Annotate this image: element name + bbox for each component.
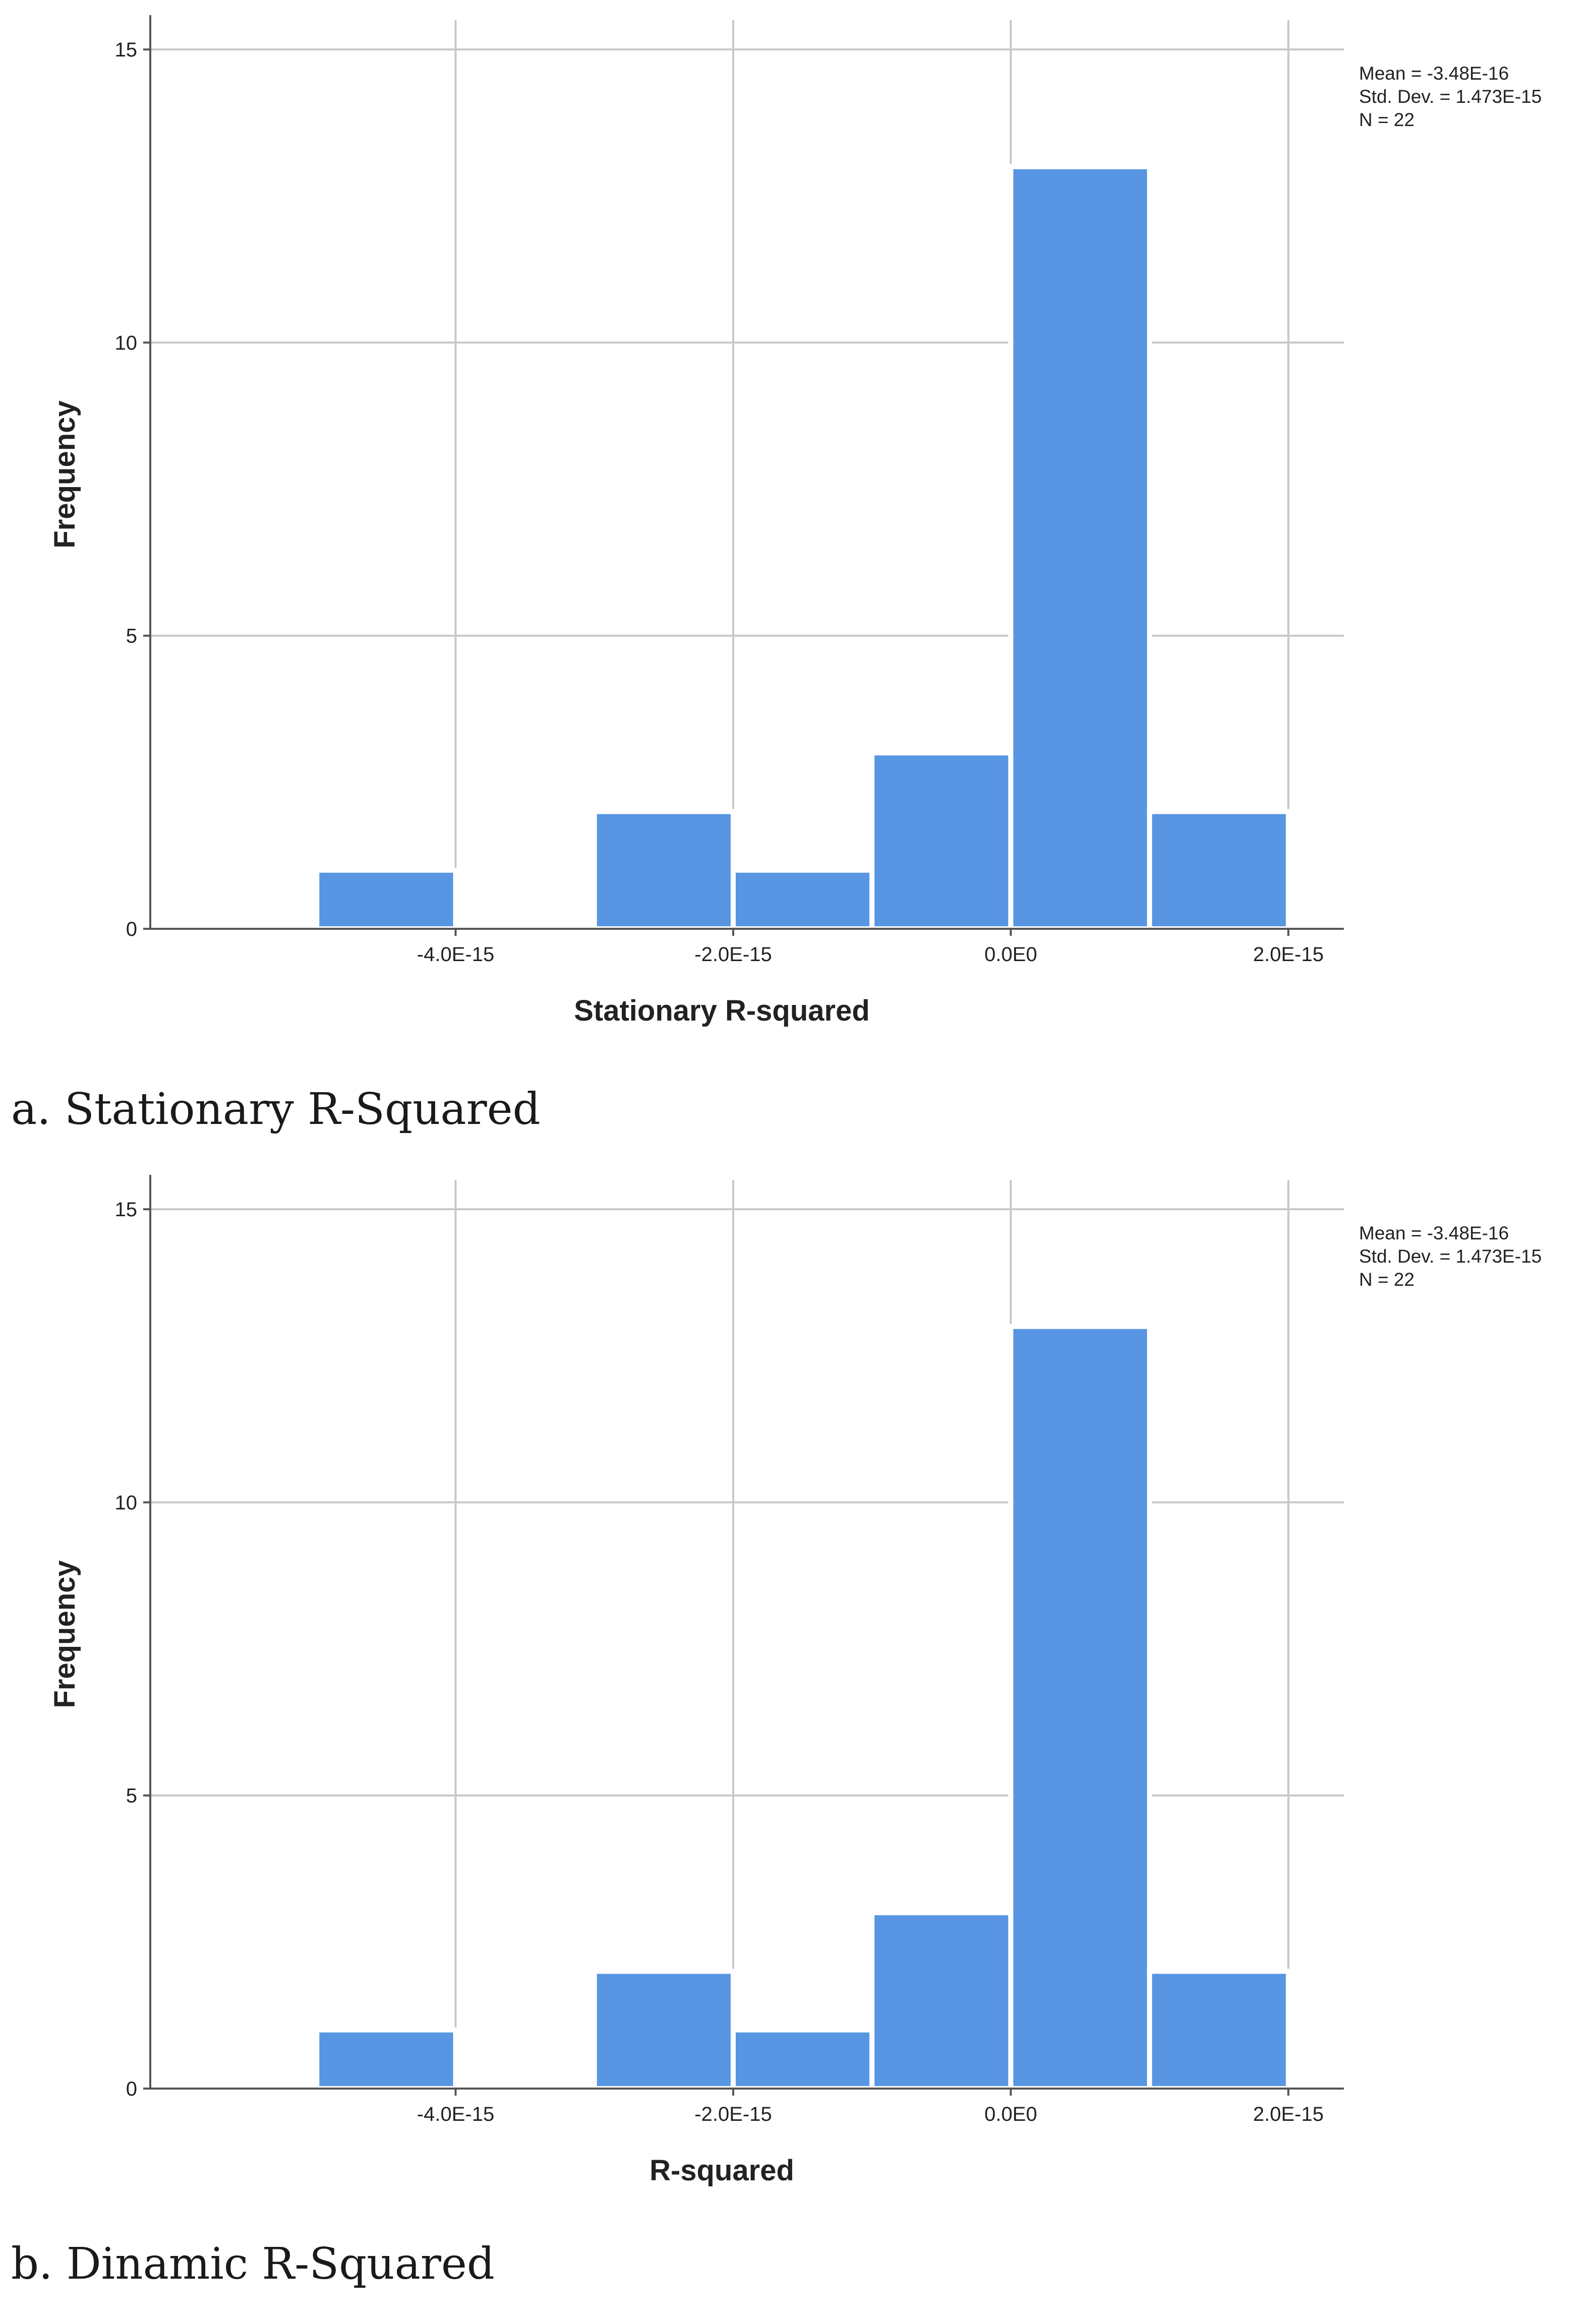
histogram-bar-3: [730, 2027, 875, 2092]
x-tick-label-0: -4.0E-15: [417, 943, 494, 966]
x-tick-label-0: -4.0E-15: [417, 2103, 494, 2125]
y-tick-label-3: 15: [115, 39, 138, 61]
x-tick-label-1: -2.0E-15: [694, 2103, 772, 2125]
y-tick-label-3: 15: [115, 1199, 138, 1221]
y-axis-title: Frequency: [48, 1560, 81, 1708]
stats-line-1: Std. Dev. = 1.473E-15: [1359, 1246, 1542, 1267]
stats-line-2: N = 22: [1359, 109, 1414, 130]
histogram-bar-0: [314, 2027, 458, 2092]
histogram-bar-3: [730, 867, 875, 932]
x-axis-title: R-squared: [649, 2154, 794, 2187]
histogram-bar-5: [1008, 1324, 1152, 2092]
stats-line-0: Mean = -3.48E-16: [1359, 1223, 1509, 1243]
y-tick-label-2: 10: [115, 1492, 138, 1514]
y-tick-label-0: 0: [126, 2078, 137, 2100]
x-tick-label-2: 0.0E0: [984, 2103, 1037, 2125]
x-tick-label-3: 2.0E-15: [1253, 943, 1324, 966]
stats-line-2: N = 22: [1359, 1269, 1414, 1290]
histogram-bar-6: [1147, 809, 1291, 932]
histogram-stationary-r-squared: 0 5 10 15 -4.0E-15 -2.0E-15 0.0E0 2.0E-15 Statio…: [48, 15, 1542, 1027]
histogram-bar-2: [592, 1969, 736, 2092]
y-tick-label-1: 5: [126, 625, 137, 647]
x-tick-label-3: 2.0E-15: [1253, 2103, 1324, 2125]
stats-line-0: Mean = -3.48E-16: [1359, 63, 1509, 84]
histogram-bar-2: [592, 809, 736, 932]
y-tick-label-2: 10: [115, 332, 138, 354]
histogram-bar-0: [314, 867, 458, 932]
stats-line-1: Std. Dev. = 1.473E-15: [1359, 86, 1542, 107]
histogram-bar-6: [1147, 1969, 1291, 2092]
histogram-bar-4: [869, 1910, 1014, 2092]
x-tick-label-1: -2.0E-15: [694, 943, 772, 966]
y-tick-label-1: 5: [126, 1785, 137, 1807]
histogram-dynamic-r-squared: 0 5 10 15 -4.0E-15 -2.0E-15 0.0E0 2.0E-15 R-squa…: [48, 1175, 1542, 2187]
x-axis-title: Stationary R-squared: [574, 994, 870, 1027]
y-axis-title: Frequency: [48, 400, 81, 548]
histogram-bar-4: [869, 750, 1014, 932]
figure-caption-b: b. Dinamic R-Squared: [11, 2239, 495, 2289]
figure-caption-a: a. Stationary R-Squared: [11, 1084, 541, 1135]
x-tick-label-2: 0.0E0: [984, 943, 1037, 966]
y-tick-label-0: 0: [126, 918, 137, 940]
histogram-bar-5: [1008, 164, 1152, 932]
